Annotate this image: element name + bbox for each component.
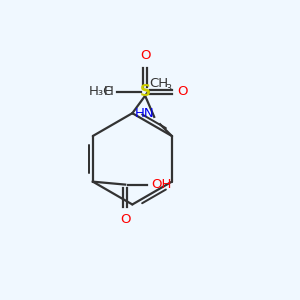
Text: CH: CH — [149, 76, 169, 90]
Text: 3: 3 — [166, 85, 172, 94]
Text: H: H — [104, 85, 114, 98]
Text: H₃C: H₃C — [89, 85, 114, 98]
Text: O: O — [140, 50, 151, 62]
Text: S: S — [140, 84, 151, 99]
Text: O: O — [120, 213, 130, 226]
Text: OH: OH — [151, 178, 172, 190]
Text: O: O — [177, 85, 188, 98]
Text: HN: HN — [135, 107, 154, 120]
